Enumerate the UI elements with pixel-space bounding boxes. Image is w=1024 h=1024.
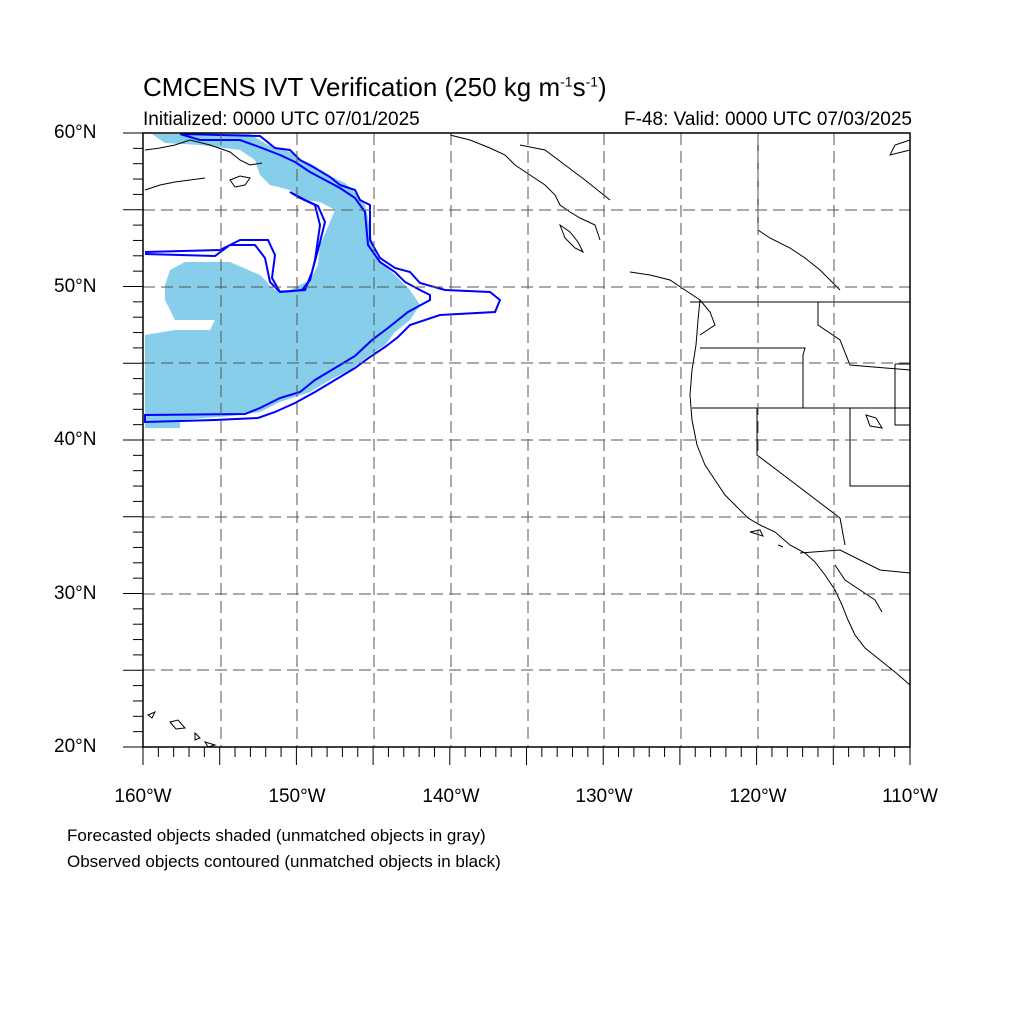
lon-label-140w: 140°W: [422, 786, 480, 807]
legend-observed-note: Observed objects contoured (unmatched ob…: [67, 852, 501, 871]
legend-forecast-note: Forecasted objects shaded (unmatched obj…: [67, 826, 486, 845]
grid-lines: [143, 133, 910, 747]
lat-label-50: 50°N: [54, 276, 97, 297]
lat-label-60: 60°N: [54, 122, 97, 143]
coastlines: [144, 134, 911, 748]
lon-label-110w: 110°W: [882, 786, 938, 807]
lon-label-120w: 120°W: [729, 786, 787, 807]
lon-label-150w: 150°W: [268, 786, 326, 807]
valid-time: F-48: Valid: 0000 UTC 07/03/2025: [624, 109, 912, 130]
lon-label-160w: 160°W: [114, 786, 172, 807]
forecast-object-shaded: [145, 134, 420, 428]
lat-label-40: 40°N: [54, 429, 97, 450]
axis-ticks: [123, 132, 911, 765]
initialized-time: Initialized: 0000 UTC 07/01/2025: [143, 109, 420, 130]
lat-label-20: 20°N: [54, 736, 97, 757]
lon-label-130w: 130°W: [575, 786, 633, 807]
observed-object-contour: [144, 133, 502, 424]
state-borders: [690, 301, 911, 574]
forecast-object-hole: [235, 198, 312, 287]
map-title: CMCENS IVT Verification (250 kg m-1s-1): [143, 72, 607, 102]
observed-object-inner-contour: [144, 191, 327, 294]
lat-label-30: 30°N: [54, 583, 97, 604]
